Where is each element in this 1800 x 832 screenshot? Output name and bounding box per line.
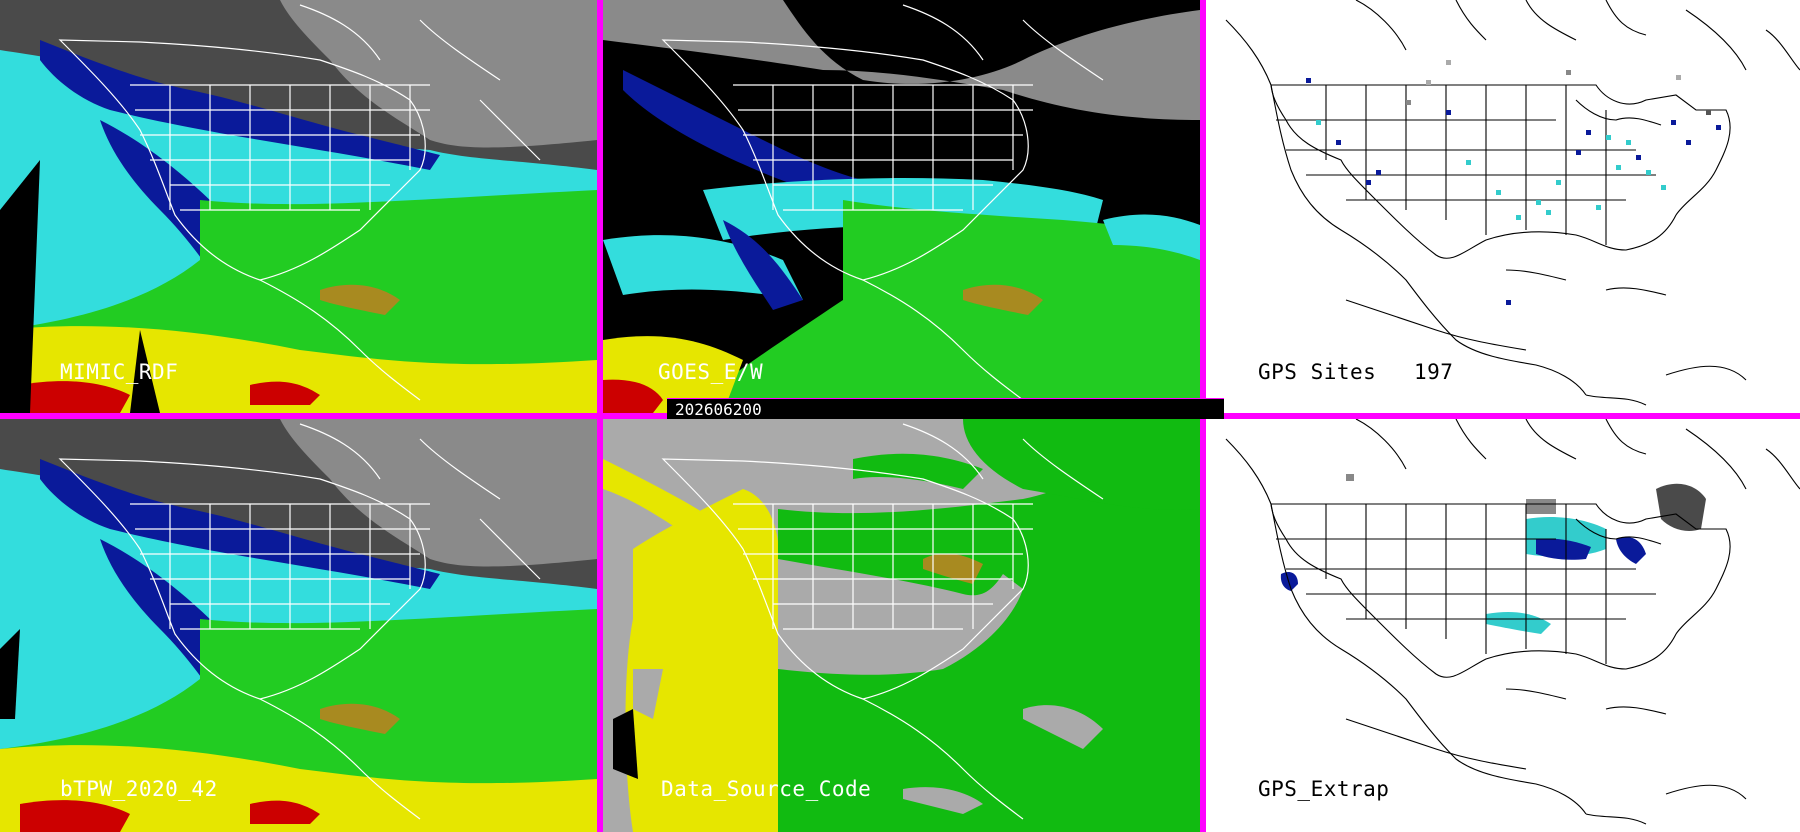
panel-label: bTPW_2020_42 bbox=[60, 777, 218, 801]
panel-label: GPS Sites bbox=[1258, 360, 1377, 384]
gps-extrap-map bbox=[1206, 419, 1800, 832]
site-count: 197 bbox=[1414, 360, 1454, 384]
data-source-code-panel: Data_Source_Code bbox=[603, 419, 1200, 832]
gps-sites-map bbox=[1206, 0, 1800, 413]
timestamp-bar: 202606200 bbox=[667, 398, 1224, 419]
mimic-rdf-panel: MIMIC_RDF bbox=[0, 0, 597, 413]
tpw-map bbox=[0, 419, 597, 832]
panel-label: GPS_Extrap bbox=[1258, 777, 1390, 801]
gps-sites-panel: GPS Sites 197 bbox=[1206, 0, 1800, 413]
source-map bbox=[603, 419, 1200, 832]
tpw-map bbox=[603, 0, 1200, 413]
tpw-map bbox=[0, 0, 597, 413]
panel-label: GOES_E/W bbox=[658, 360, 764, 384]
timestamp: 202606200 bbox=[675, 400, 762, 419]
btpw-panel: bTPW_2020_42 bbox=[0, 419, 597, 832]
panel-label: Data_Source_Code bbox=[661, 777, 872, 801]
goes-e-w-panel: GOES_E/W bbox=[603, 0, 1200, 413]
gps-extrap-panel: GPS_Extrap bbox=[1206, 419, 1800, 832]
panel-label: MIMIC_RDF bbox=[60, 360, 179, 384]
